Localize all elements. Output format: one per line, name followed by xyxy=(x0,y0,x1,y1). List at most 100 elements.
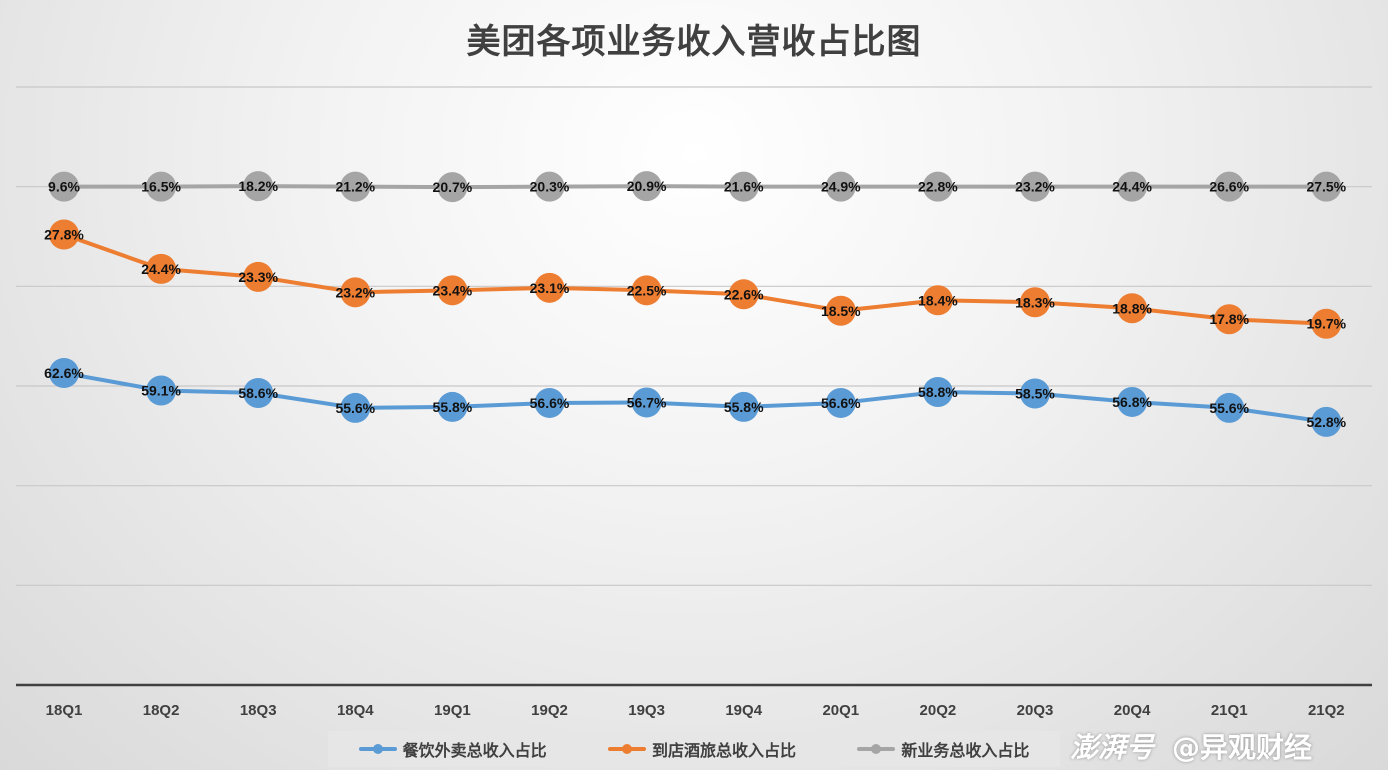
data-point xyxy=(728,279,759,310)
data-point xyxy=(631,171,662,202)
data-point xyxy=(437,172,468,203)
data-label: 20.7% xyxy=(433,179,473,195)
data-label: 21.6% xyxy=(724,179,764,195)
watermark-handle: @异观财经 xyxy=(1172,731,1313,764)
data-label: 23.4% xyxy=(433,282,473,298)
data-label: 18.4% xyxy=(918,292,958,308)
x-tick-label: 20Q1 xyxy=(822,702,859,719)
x-tick-label: 20Q2 xyxy=(920,702,957,719)
data-point xyxy=(922,285,953,316)
data-label: 52.8% xyxy=(1306,414,1346,430)
data-point xyxy=(1117,293,1148,324)
data-point xyxy=(728,171,759,202)
series-line xyxy=(63,371,1327,424)
data-label: 22.6% xyxy=(724,286,764,302)
data-point xyxy=(922,171,953,202)
data-label: 19.7% xyxy=(1306,316,1346,332)
data-point xyxy=(1117,386,1148,417)
legend-label-in-store-hotel-travel: 到店酒旅总收入占比 xyxy=(651,741,796,760)
data-point xyxy=(825,387,856,418)
data-point xyxy=(534,272,565,303)
x-tick-label: 18Q4 xyxy=(337,702,374,719)
data-label: 55.6% xyxy=(335,400,375,416)
x-tick-label: 18Q1 xyxy=(46,702,83,719)
legend-item-in-store-hotel-travel: 到店酒旅总收入占比 xyxy=(607,737,796,761)
legend-item-food-delivery: 餐饮外卖总收入占比 xyxy=(358,737,547,761)
data-label: 55.6% xyxy=(1209,400,1249,416)
data-label: 24.4% xyxy=(141,261,181,277)
data-label: 56.8% xyxy=(1112,394,1152,410)
data-point xyxy=(146,171,177,202)
data-label: 56.6% xyxy=(821,395,861,411)
x-tick-label: 20Q4 xyxy=(1114,702,1151,719)
data-point xyxy=(1311,308,1342,339)
data-label: 56.7% xyxy=(627,394,667,410)
data-point xyxy=(825,295,856,326)
data-point xyxy=(49,171,79,202)
watermark-logo: 澎湃号 xyxy=(1070,731,1155,764)
x-tick-label: 18Q3 xyxy=(240,702,277,719)
x-tick-label: 19Q2 xyxy=(531,702,568,719)
data-point xyxy=(437,275,468,306)
x-tick-label: 19Q3 xyxy=(628,702,665,719)
data-point xyxy=(922,376,953,407)
data-label: 18.5% xyxy=(821,303,861,319)
data-point xyxy=(1020,287,1050,318)
data-label: 23.2% xyxy=(1015,179,1055,195)
data-label: 21.2% xyxy=(335,179,375,195)
data-label: 26.6% xyxy=(1209,179,1249,195)
series-line xyxy=(64,184,1327,190)
watermark: 澎湃号 @异观财经 xyxy=(1070,726,1312,766)
legend-label-food-delivery: 餐饮外卖总收入占比 xyxy=(402,741,547,760)
data-point xyxy=(243,377,274,408)
x-tick-label: 21Q2 xyxy=(1308,702,1345,719)
data-point xyxy=(1214,392,1245,423)
data-point xyxy=(437,391,468,422)
data-label: 55.8% xyxy=(433,399,473,415)
data-point xyxy=(1311,171,1342,202)
data-label: 20.9% xyxy=(627,178,667,194)
data-label: 56.6% xyxy=(530,395,570,411)
data-label: 58.6% xyxy=(238,385,278,401)
data-point xyxy=(146,253,177,284)
data-point xyxy=(146,375,177,406)
data-point xyxy=(49,358,79,389)
data-label: 23.1% xyxy=(530,280,570,296)
data-point xyxy=(728,391,759,422)
legend-swatch-in-store-hotel-travel xyxy=(607,743,646,755)
data-label: 22.5% xyxy=(627,282,667,298)
data-label: 18.8% xyxy=(1112,300,1152,316)
data-point xyxy=(631,387,662,418)
data-label: 27.8% xyxy=(44,227,84,243)
data-label: 16.5% xyxy=(141,179,181,195)
data-point xyxy=(825,171,856,202)
data-label: 23.3% xyxy=(238,269,278,285)
data-label: 20.3% xyxy=(530,179,570,195)
data-point xyxy=(1117,171,1148,202)
x-tick-label: 20Q3 xyxy=(1017,702,1054,719)
chart-legend: 餐饮外卖总收入占比 到店酒旅总收入占比 新业务总收入占比 xyxy=(328,731,1060,767)
data-point xyxy=(340,277,371,308)
data-point xyxy=(243,261,274,292)
legend-item-new-initiatives: 新业务总收入占比 xyxy=(857,737,1029,761)
data-point xyxy=(243,171,274,202)
data-point xyxy=(1020,171,1050,202)
data-point xyxy=(340,392,371,423)
data-label: 55.8% xyxy=(724,399,764,415)
data-label: 27.5% xyxy=(1306,179,1346,195)
data-point xyxy=(340,171,371,202)
legend-swatch-food-delivery xyxy=(358,743,397,755)
x-tick-label: 18Q2 xyxy=(143,702,180,719)
data-label: 59.1% xyxy=(141,382,181,398)
data-label: 62.6% xyxy=(44,365,84,381)
data-label: 18.3% xyxy=(1015,294,1055,310)
data-label: 17.8% xyxy=(1209,311,1249,327)
data-point xyxy=(1214,171,1245,202)
x-tick-label: 19Q1 xyxy=(434,702,471,719)
chart-title: 美团各项业务收入营收占比图 xyxy=(466,22,922,62)
series-line xyxy=(63,232,1327,326)
data-point xyxy=(534,171,565,202)
data-label: 24.4% xyxy=(1112,179,1152,195)
data-label: 23.2% xyxy=(335,284,375,300)
